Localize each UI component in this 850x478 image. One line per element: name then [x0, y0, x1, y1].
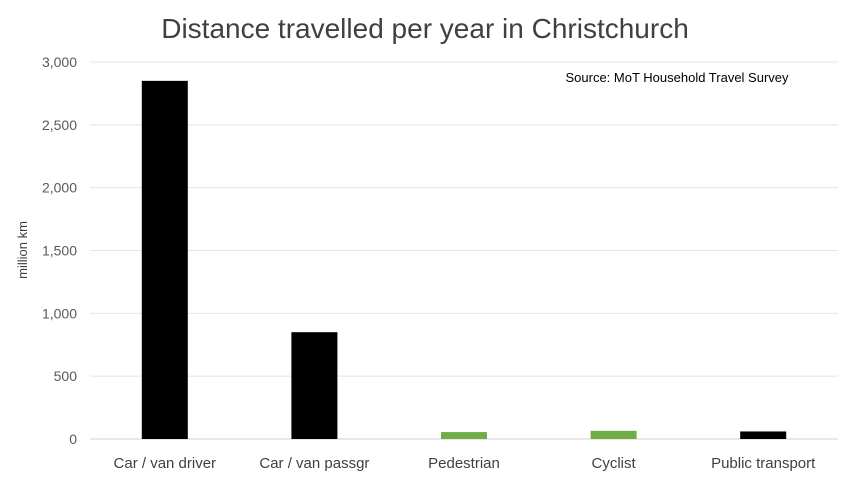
bar [590, 430, 637, 439]
chart-title: Distance travelled per year in Christchu… [161, 13, 689, 44]
bar [291, 332, 338, 439]
bar [441, 432, 487, 439]
bar [141, 80, 188, 439]
y-tick-label: 3,000 [42, 54, 77, 70]
x-tick-label: Car / van driver [114, 455, 217, 472]
source-annotation: Source: MoT Household Travel Survey [565, 70, 789, 85]
x-tick-label: Car / van passgr [259, 455, 369, 472]
x-tick-label: Cyclist [592, 455, 637, 472]
y-tick-label: 1,500 [42, 243, 77, 259]
x-tick-label: Public transport [711, 455, 816, 472]
y-tick-label: 1,000 [42, 305, 77, 321]
y-axis-label: million km [15, 221, 30, 279]
x-tick-label: Pedestrian [428, 455, 500, 472]
y-tick-label: 2,000 [42, 180, 77, 196]
y-tick-label: 2,500 [42, 117, 77, 133]
y-tick-label: 0 [69, 431, 77, 447]
bar [740, 431, 787, 439]
y-tick-label: 500 [54, 368, 78, 384]
